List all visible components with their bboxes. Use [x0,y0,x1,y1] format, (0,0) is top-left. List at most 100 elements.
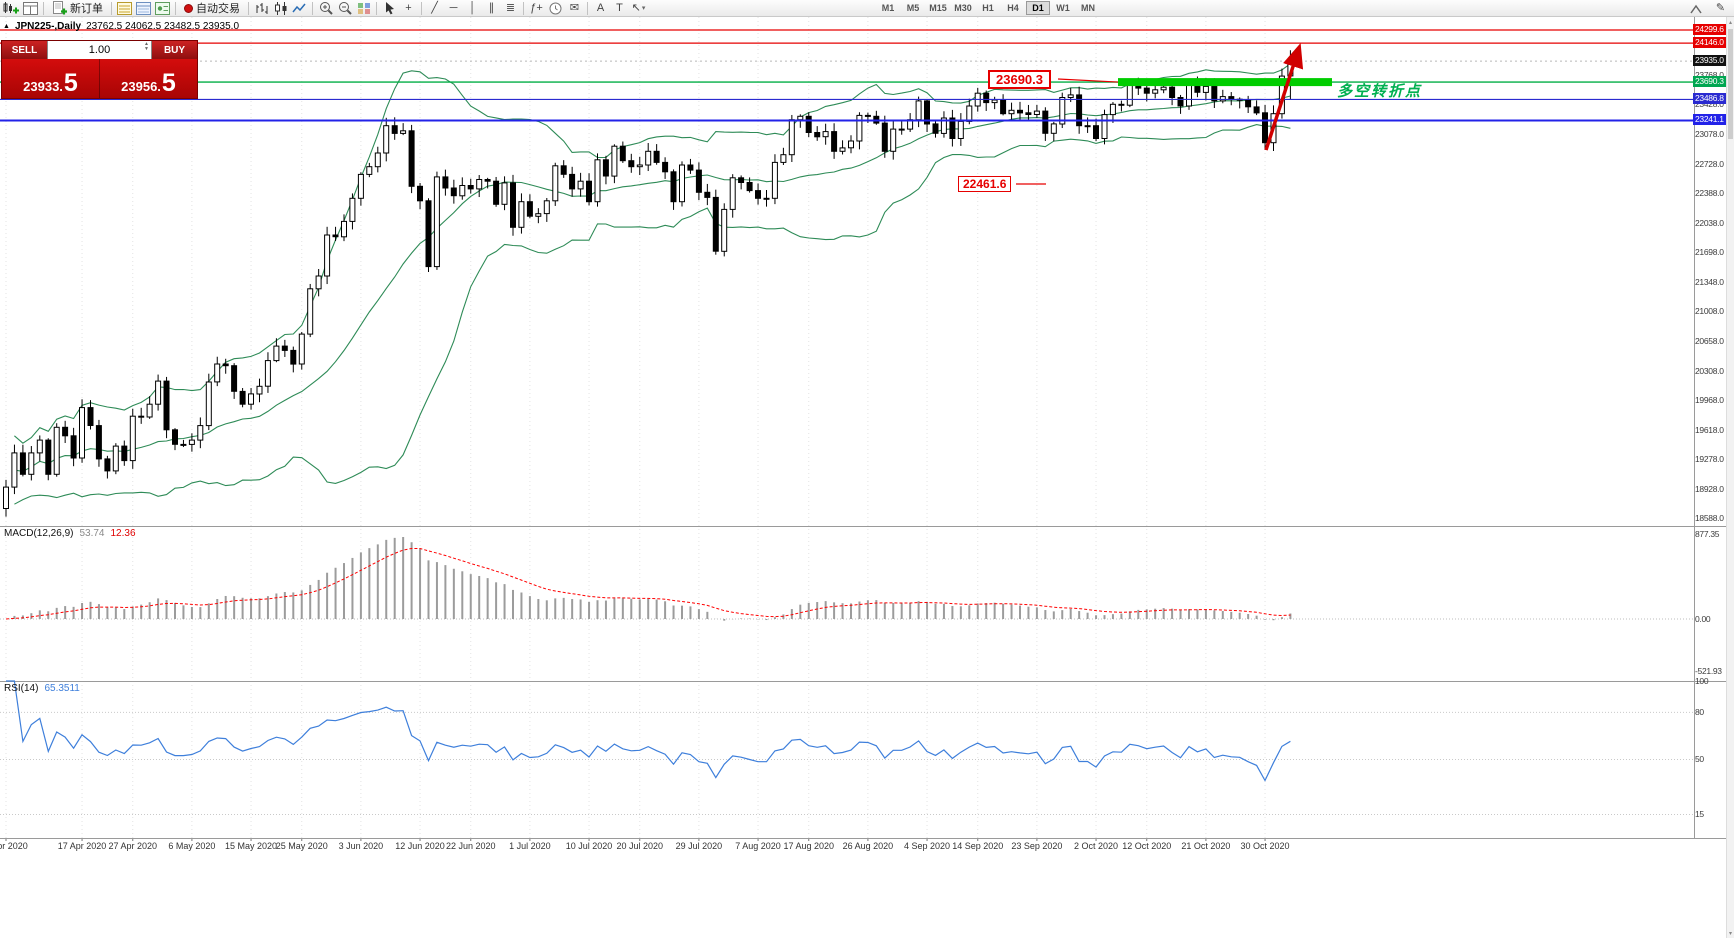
price-axis-tag: 24146.0 [1693,37,1726,49]
price-axis-tag: 23935.0 [1693,55,1726,67]
rsi-value: 65.3511 [44,683,80,694]
text-tool-icon[interactable]: A [596,1,605,14]
zoom-in-icon[interactable] [316,1,335,16]
axis-label: 20308.0 [1695,366,1724,377]
volume-spinner[interactable]: ▲ ▼ [144,42,149,52]
tab-timeframe-m1[interactable]: M1 [881,3,895,13]
time-axis-label: 2 Oct 2020 [1074,841,1119,851]
trendline-tool-icon[interactable]: ╱ [431,1,438,14]
new-chart-icon[interactable] [2,1,21,16]
scroll-up-icon[interactable]: ▴ [1728,19,1732,26]
tab-timeframe-w1[interactable]: W1 [1056,3,1070,13]
price-axis-tag: 23241.1 [1693,114,1726,126]
new-order-label: 新订单 [70,3,103,15]
chart-shift-icon[interactable] [1686,1,1705,16]
price-axis-tag: 23690.3 [1693,76,1726,88]
sell-price[interactable]: 23933. 5 [2,59,100,98]
turning-point-note[interactable]: 多空转折点 [1337,83,1423,100]
indicators-icon[interactable]: ƒ+ [530,1,543,14]
toolbar-right-group: ✎ [1686,1,1730,16]
time-axis-label: 14 Sep 2020 [952,841,1004,851]
axis-label: 15 [1695,809,1704,819]
volume-input[interactable]: 1.00 ▲ ▼ [47,41,152,59]
axis-label: 50 [1695,754,1704,764]
volume-value: 1.00 [88,44,111,56]
axis-label: 877.35 [1695,529,1720,539]
axis-label: 22388.0 [1695,188,1724,199]
time-axis-label: 6 May 2020 [168,841,216,851]
tab-timeframe-d1[interactable]: D1 [1026,1,1050,15]
macd-name: MACD(12,26,9) [4,528,74,539]
candlestick-chart-icon[interactable] [271,1,290,16]
time-axis-label: 3 Jun 2020 [338,841,384,851]
market-watch-icon[interactable] [115,1,134,16]
axis-label: 100 [1695,676,1709,686]
cursor-icon[interactable] [380,1,399,16]
label-tool-icon[interactable]: T [616,1,623,14]
alert-clock-icon[interactable] [546,1,565,16]
resistance-price-annotation[interactable]: 23690.3 [988,70,1051,89]
buy-button[interactable]: BUY [152,41,197,59]
time-axis-label: 15 May 2020 [225,841,278,851]
axis-label: 19968.0 [1695,395,1724,406]
toolbar-separator [175,1,176,15]
time-axis-label: 27 Apr 2020 [108,841,158,851]
horizontal-line-tool-icon[interactable]: ─ [449,1,458,14]
axis-label: 23768.0 [1695,70,1724,80]
tab-timeframe-mn[interactable]: MN [1081,3,1095,13]
price-axis[interactable]: 23768.0 23428.0 23078.0 22728.0 22388.0 22038… [1693,0,1726,938]
macd-signal-value: 12.36 [110,528,136,539]
time-axis-label: 20 Jul 2020 [616,841,664,851]
tile-windows-icon[interactable] [354,1,373,16]
time-axis-label: 10 Jul 2020 [565,841,613,851]
tab-timeframe-h1[interactable]: H1 [982,3,994,13]
auto-trading-button[interactable]: 自动交易 [179,1,245,16]
buy-price-main: 23956. [121,79,161,94]
axis-label: 21698.0 [1695,247,1724,258]
toolbar-separator [523,1,524,15]
tab-timeframe-m15[interactable]: M15 [929,3,947,13]
price-axis-tag: 24299.6 [1693,24,1726,35]
new-order-button[interactable]: 新订单 [47,1,108,16]
chart-profiles-icon[interactable] [21,1,40,16]
buy-price[interactable]: 23956. 5 [100,59,197,98]
tab-timeframe-m5[interactable]: M5 [906,3,920,13]
navigator-icon[interactable] [153,1,172,16]
spinner-down-icon[interactable]: ▼ [144,46,149,52]
rsi-indicator-label: RSI(14) 65.3511 [4,683,80,694]
bar-chart-icon[interactable] [252,1,271,16]
data-window-icon[interactable] [134,1,153,16]
axis-label: 80 [1695,707,1704,717]
line-chart-icon[interactable] [290,1,309,16]
toolbar-separator [111,1,112,15]
scrollbar-thumb[interactable] [1728,29,1733,139]
mailbox-icon[interactable]: ✉ [569,1,580,14]
scroll-down-icon[interactable]: ▾ [1728,930,1732,937]
sell-button[interactable]: SELL [2,41,47,59]
fibonacci-tool-icon[interactable]: ≣ [505,1,516,14]
timeframe-group: M1 M5 M15 M30 H1 H4 D1 W1 MN [876,1,1100,15]
auto-trading-status-icon [184,3,193,13]
rsi-name: RSI(14) [4,683,39,694]
macd-main-value: 53.74 [79,528,105,539]
crosshair-icon[interactable]: + [405,1,412,14]
zoom-out-icon[interactable] [335,1,354,16]
time-axis-label: 17 Apr 2020 [57,841,107,851]
vertical-line-tool-icon[interactable]: │ [469,1,476,14]
tab-timeframe-m30[interactable]: M30 [954,3,972,13]
support-price-annotation[interactable]: 22461.6 [958,176,1012,192]
spinner-up-icon[interactable]: ▲ [144,41,149,47]
axis-label: -521.93 [1695,666,1722,676]
time-axis-label: 22 Jun 2020 [445,841,496,851]
auto-trading-label: 自动交易 [196,3,240,15]
tab-timeframe-h4[interactable]: H4 [1007,3,1019,13]
vertical-scrollbar[interactable]: ▴ ▾ [1726,17,1734,938]
time-axis-label: 25 May 2020 [275,841,328,851]
channel-tool-icon[interactable]: ∥ [488,1,495,14]
arrows-tool-icon[interactable]: ↖ ▾ [631,1,646,14]
axis-label: 23078.0 [1695,129,1724,140]
pencil-icon[interactable]: ✎ [1715,2,1726,14]
time-axis-label: 21 Oct 2020 [1181,841,1231,851]
